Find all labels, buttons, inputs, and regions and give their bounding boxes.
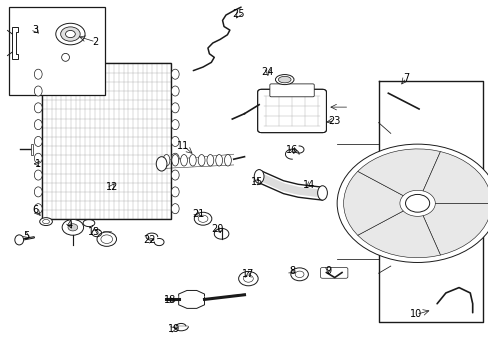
Circle shape [405,194,429,212]
Ellipse shape [254,170,264,183]
Ellipse shape [171,204,179,214]
Ellipse shape [171,154,178,166]
Ellipse shape [189,154,196,166]
Bar [9,7,104,95]
Text: 7: 7 [403,73,408,83]
Text: 5: 5 [23,231,30,240]
Bar [42,63,171,220]
Text: 13: 13 [88,227,100,237]
Text: 3: 3 [33,25,39,35]
Ellipse shape [171,103,179,113]
Ellipse shape [34,120,42,130]
Circle shape [68,224,78,231]
Text: 19: 19 [167,324,180,334]
Ellipse shape [317,186,327,200]
Text: 4: 4 [67,220,73,230]
Text: 16: 16 [285,144,298,154]
Text: 8: 8 [288,266,295,276]
Text: 24: 24 [261,67,274,77]
Ellipse shape [171,120,179,130]
Ellipse shape [15,235,23,245]
Text: 18: 18 [164,295,176,305]
Ellipse shape [198,154,204,166]
Ellipse shape [34,187,42,197]
Circle shape [56,23,85,45]
FancyBboxPatch shape [257,89,326,133]
Ellipse shape [180,154,187,166]
Ellipse shape [34,103,42,113]
Text: 21: 21 [192,209,204,219]
Text: 17: 17 [242,269,254,279]
Text: 20: 20 [211,225,224,234]
Ellipse shape [275,75,293,85]
Text: 22: 22 [143,235,155,245]
Ellipse shape [34,204,42,214]
Circle shape [65,31,75,38]
Ellipse shape [34,69,42,79]
Polygon shape [343,171,403,235]
Text: 11: 11 [177,141,189,151]
Text: 23: 23 [328,116,340,126]
Ellipse shape [171,187,179,197]
Text: 2: 2 [92,37,99,47]
Polygon shape [357,211,440,258]
FancyBboxPatch shape [269,84,314,97]
Ellipse shape [34,170,42,180]
Circle shape [336,144,488,262]
Ellipse shape [171,69,179,79]
Ellipse shape [171,86,179,96]
Ellipse shape [171,153,179,163]
Text: 12: 12 [105,182,118,192]
Circle shape [290,268,308,281]
Ellipse shape [34,136,42,147]
Circle shape [238,271,258,286]
Polygon shape [422,203,488,255]
Text: 9: 9 [325,266,331,276]
Ellipse shape [163,154,169,166]
Ellipse shape [171,170,179,180]
Ellipse shape [278,76,290,83]
Ellipse shape [171,136,179,147]
Ellipse shape [156,157,166,171]
Text: 15: 15 [250,177,263,187]
FancyBboxPatch shape [320,267,347,278]
Polygon shape [422,152,488,203]
Text: 1: 1 [35,159,41,169]
Ellipse shape [224,154,231,166]
Ellipse shape [206,154,213,166]
Ellipse shape [215,154,222,166]
Bar [31,144,33,155]
Text: 14: 14 [302,180,314,190]
Ellipse shape [40,218,52,226]
Ellipse shape [34,153,42,163]
Ellipse shape [34,86,42,96]
Polygon shape [357,149,440,195]
Text: 6: 6 [33,206,39,216]
Circle shape [61,27,80,41]
Circle shape [62,220,83,235]
Text: 10: 10 [409,310,422,319]
Polygon shape [178,291,204,309]
Text: 25: 25 [232,9,244,19]
